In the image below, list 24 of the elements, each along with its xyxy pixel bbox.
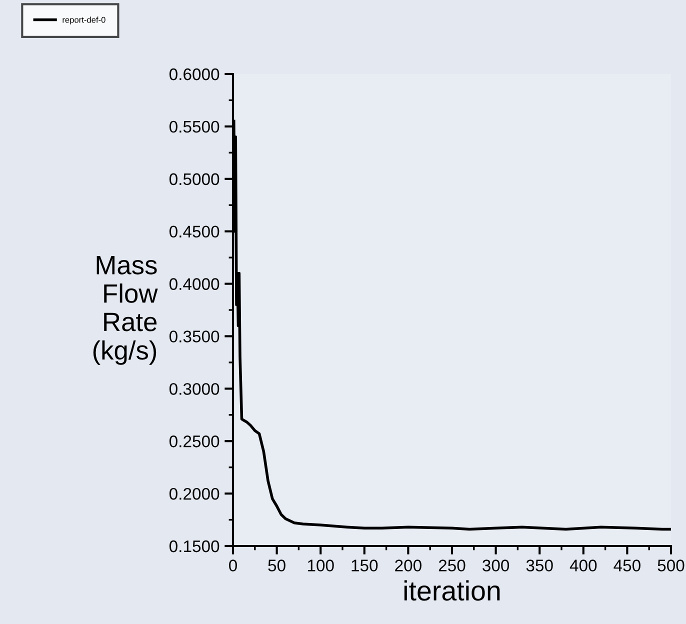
x-tick-label: 400: [570, 560, 597, 572]
y-tick-label: 0.5000: [169, 173, 220, 186]
y-tick-label: 0.1500: [169, 540, 220, 552]
y-tick-label: 0.4000: [169, 278, 220, 290]
legend-label: report-def-0: [62, 16, 106, 24]
x-tick-label: 350: [526, 560, 553, 572]
x-tick-label: 150: [352, 560, 378, 572]
y-tick-label: 0.5500: [169, 120, 220, 133]
y-axis-title: Mass Flow Rate (kg/s): [93, 256, 158, 365]
x-tick-label: 200: [395, 560, 422, 572]
x-tick-label: 0: [229, 560, 237, 572]
x-tick-label: 250: [438, 560, 466, 572]
x-tick-label: 100: [308, 560, 334, 572]
y-tick-label: 0.6000: [169, 68, 220, 80]
x-axis-title: iteration: [404, 580, 500, 601]
x-tick-label: 450: [614, 560, 640, 572]
x-tick-label: 300: [482, 560, 510, 572]
y-tick-label: 0.2000: [169, 488, 220, 500]
x-tick-label: 50: [268, 560, 286, 572]
y-tick-label: 0.3500: [169, 330, 220, 342]
x-tick-label: 500: [658, 560, 684, 572]
y-tick-label: 0.4500: [169, 226, 220, 238]
y-tick-label: 0.3000: [169, 383, 220, 395]
y-tick-label: 0.2500: [169, 436, 220, 448]
